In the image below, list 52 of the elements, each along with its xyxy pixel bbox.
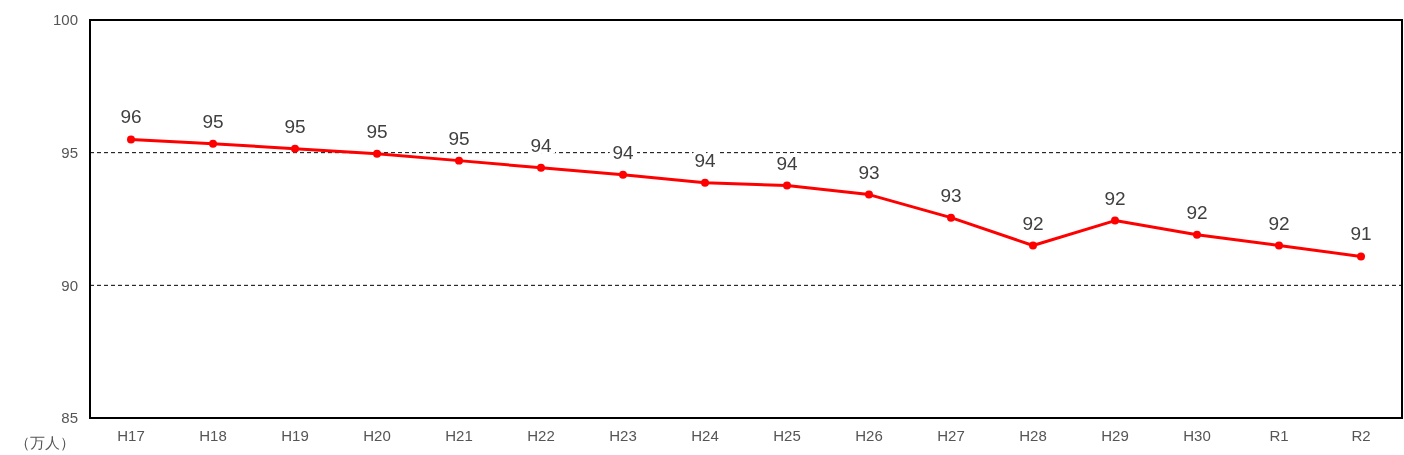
data-label: 94 xyxy=(694,149,716,171)
point xyxy=(1193,230,1201,239)
x-tick-label: H25 xyxy=(773,426,801,444)
point xyxy=(455,156,463,165)
data-label: 93 xyxy=(940,184,962,206)
point xyxy=(1275,241,1283,250)
x-tick-label: H21 xyxy=(445,426,473,444)
x-tick-label: H28 xyxy=(1019,426,1047,444)
y-tick-label: 90 xyxy=(61,276,78,294)
y-tick-label: 100 xyxy=(52,11,78,29)
point xyxy=(619,170,627,179)
x-tick-label: R2 xyxy=(1351,426,1371,444)
y-tick-label: 95 xyxy=(61,143,78,161)
data-label: 91 xyxy=(1350,223,1372,245)
data-label: 92 xyxy=(1104,187,1126,209)
data-label: 94 xyxy=(776,152,798,174)
point xyxy=(783,181,791,190)
x-tick-label: H18 xyxy=(199,426,227,444)
point xyxy=(127,135,135,144)
x-tick-label: H27 xyxy=(937,426,965,444)
x-tick-label: H19 xyxy=(281,426,309,444)
data-label: 95 xyxy=(284,115,306,137)
data-label: 95 xyxy=(448,127,470,149)
point xyxy=(947,213,955,222)
point xyxy=(865,190,873,199)
x-tick-label: H17 xyxy=(117,426,145,444)
data-label: 95 xyxy=(202,110,224,132)
x-tick-label: R1 xyxy=(1269,426,1289,444)
point xyxy=(1111,216,1119,225)
point xyxy=(209,139,217,148)
x-tick-label: H22 xyxy=(527,426,555,444)
point xyxy=(701,178,709,187)
x-tick-label: H24 xyxy=(691,426,719,444)
y-tick-label: 85 xyxy=(61,409,78,427)
point xyxy=(537,163,545,172)
point xyxy=(1357,252,1365,261)
point xyxy=(373,149,381,158)
x-tick-label: H23 xyxy=(609,426,637,444)
x-tick-label: H29 xyxy=(1101,426,1129,444)
data-label: 95 xyxy=(366,120,388,142)
data-label: 92 xyxy=(1022,212,1044,234)
data-label: 96 xyxy=(120,106,142,128)
data-label: 93 xyxy=(858,161,880,183)
x-tick-label: H26 xyxy=(855,426,883,444)
x-tick-label: H30 xyxy=(1183,426,1211,444)
x-tick-label: H20 xyxy=(363,426,391,444)
data-label: 92 xyxy=(1268,212,1290,234)
point xyxy=(291,144,299,153)
data-label: 92 xyxy=(1186,201,1208,223)
data-label: 94 xyxy=(530,134,552,156)
y-axis-title: （万人） xyxy=(15,434,75,451)
point xyxy=(1029,241,1037,250)
